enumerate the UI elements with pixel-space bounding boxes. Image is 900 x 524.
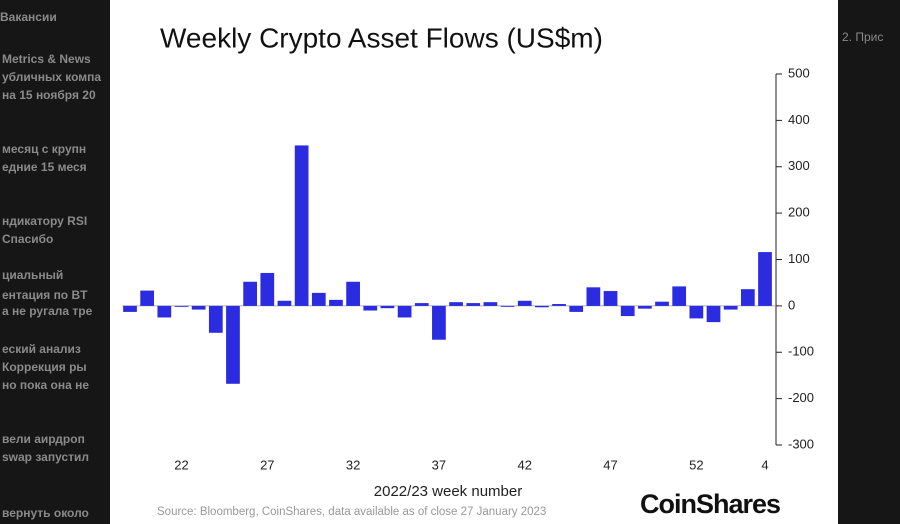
bar bbox=[552, 304, 566, 306]
background-text: ндикатору RSI bbox=[2, 214, 87, 228]
x-tick-label: 22 bbox=[174, 457, 188, 472]
bar bbox=[363, 305, 378, 311]
bar bbox=[603, 291, 618, 306]
bar bbox=[655, 301, 669, 306]
bar bbox=[740, 289, 755, 306]
x-tick-label: 42 bbox=[517, 457, 531, 472]
bar bbox=[260, 272, 275, 306]
bar bbox=[311, 292, 326, 306]
bar bbox=[432, 305, 446, 340]
bar bbox=[758, 252, 772, 306]
bar bbox=[706, 305, 721, 323]
bar bbox=[226, 305, 240, 384]
background-text: а не ругала тре bbox=[2, 304, 93, 318]
bar bbox=[672, 286, 687, 306]
bar bbox=[500, 305, 515, 307]
bar bbox=[517, 300, 532, 306]
x-tick-label: 27 bbox=[260, 457, 274, 472]
background-text: убличных компа bbox=[2, 70, 101, 84]
background-text: 2. Прис bbox=[842, 30, 883, 44]
bar bbox=[466, 303, 481, 306]
y-tick-label: -200 bbox=[788, 390, 814, 405]
background-text: еский анализ bbox=[2, 342, 81, 356]
x-tick-label: 32 bbox=[346, 457, 360, 472]
background-text: Metrics & News bbox=[2, 52, 91, 66]
y-tick-label: 300 bbox=[788, 158, 810, 173]
background-text: Коррекция ры bbox=[2, 360, 87, 374]
y-tick-label: 500 bbox=[788, 65, 810, 80]
bar bbox=[397, 305, 412, 318]
bar bbox=[380, 305, 395, 309]
bar bbox=[140, 290, 155, 306]
y-tick-label: 200 bbox=[788, 205, 810, 220]
bar bbox=[638, 305, 652, 309]
bar bbox=[449, 302, 463, 306]
background-text: вернуть около bbox=[2, 506, 89, 520]
background-text: но пока она не bbox=[2, 378, 89, 392]
y-tick-label: 100 bbox=[788, 251, 810, 266]
x-axis-label: 2022/23 week number bbox=[374, 483, 522, 500]
x-tick-label: 37 bbox=[432, 457, 446, 472]
background-text: на 15 ноября 20 bbox=[2, 88, 96, 102]
chart-panel bbox=[110, 0, 838, 524]
bar bbox=[535, 305, 549, 308]
background-text: swap запустил bbox=[2, 450, 89, 464]
bar bbox=[620, 305, 635, 317]
bar bbox=[689, 305, 704, 319]
source-note: Source: Bloomberg, CoinShares, data avai… bbox=[157, 506, 546, 518]
y-tick-label: -300 bbox=[788, 436, 814, 451]
bar bbox=[586, 287, 601, 306]
background-text: Спасибо bbox=[2, 232, 53, 246]
x-tick-label: 4 bbox=[761, 457, 768, 472]
bar bbox=[329, 299, 343, 306]
bar bbox=[346, 281, 360, 306]
bar bbox=[723, 305, 738, 310]
bar bbox=[191, 305, 206, 310]
y-tick-label: 0 bbox=[788, 297, 795, 312]
bar bbox=[208, 305, 223, 333]
background-text: циальный bbox=[2, 268, 63, 282]
y-tick-label: 400 bbox=[788, 112, 810, 127]
background-text: ентация по BT bbox=[2, 288, 88, 302]
bar bbox=[243, 281, 257, 306]
background-text: вели аирдроп bbox=[2, 432, 85, 446]
bar bbox=[483, 302, 498, 306]
bar bbox=[174, 305, 189, 307]
x-tick-label: 52 bbox=[689, 457, 703, 472]
bar bbox=[294, 145, 309, 306]
bar bbox=[123, 305, 137, 312]
bar bbox=[569, 305, 584, 312]
x-tick-label: 47 bbox=[603, 457, 617, 472]
chart-title: Weekly Crypto Asset Flows (US$m) bbox=[160, 22, 603, 53]
background-text: месяц с крупн bbox=[2, 142, 86, 156]
background-text: Вакансии bbox=[0, 10, 57, 24]
bar bbox=[277, 300, 292, 306]
brand-logo: CoinShares bbox=[640, 489, 780, 519]
y-tick-label: -100 bbox=[788, 344, 814, 359]
background-text: едние 15 меся bbox=[2, 160, 87, 174]
bar bbox=[157, 305, 172, 318]
bar bbox=[414, 303, 429, 306]
